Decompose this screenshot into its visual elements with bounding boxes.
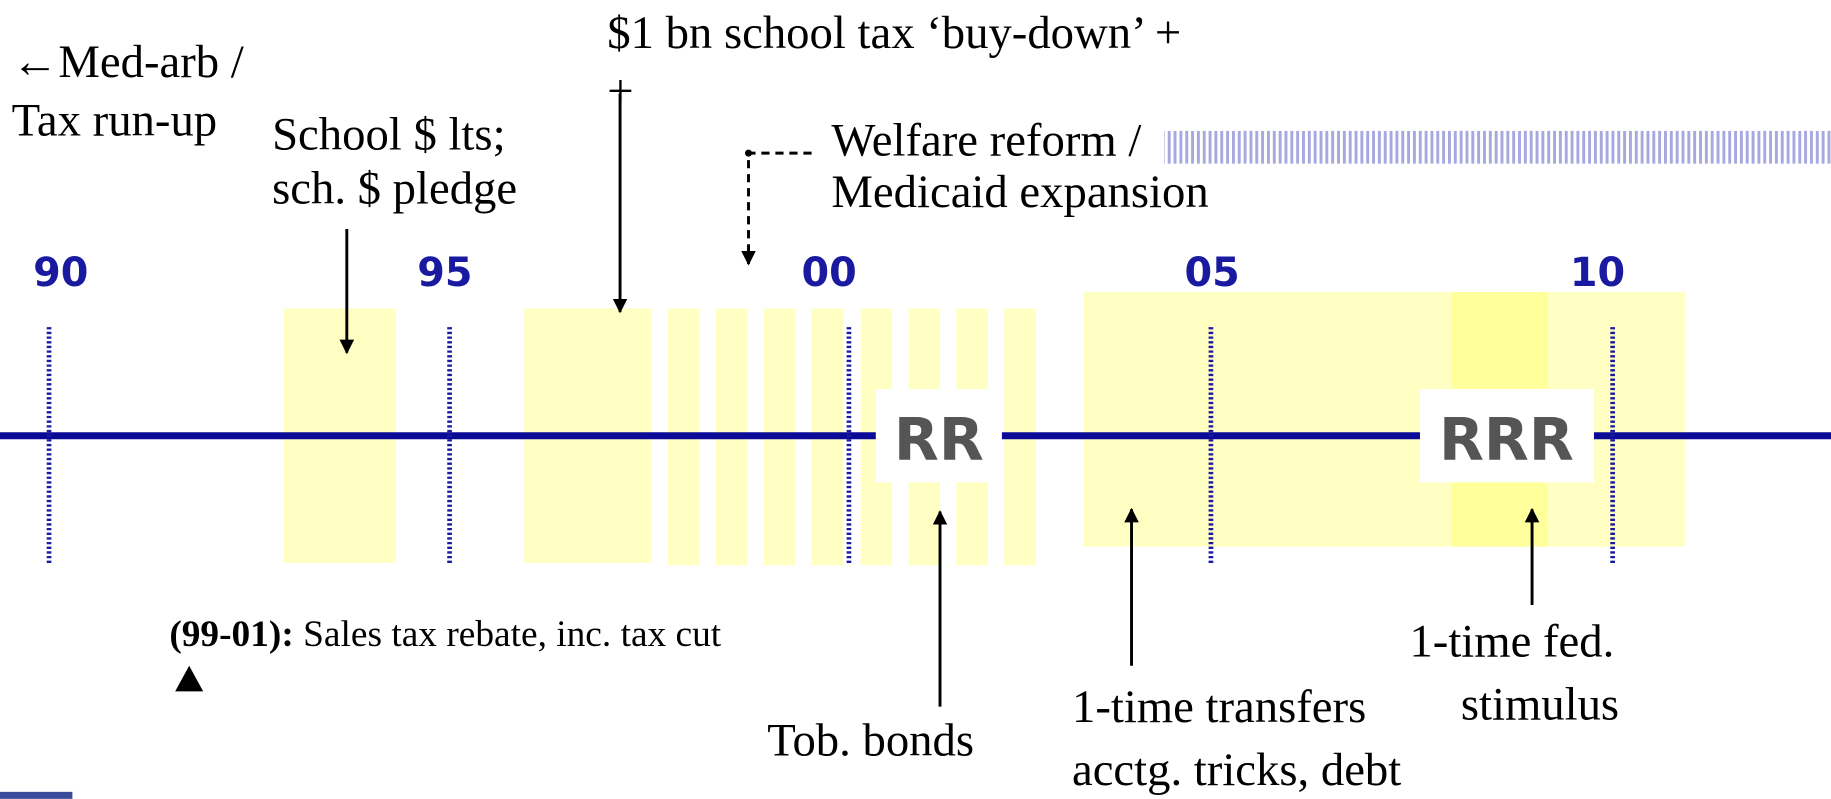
box-label: RR: [894, 406, 984, 474]
annotation: Welfare reform /: [831, 114, 1141, 166]
footnote-text: Sales tax rebate, inc. tax cut: [303, 614, 722, 655]
box: [875, 388, 1002, 483]
annotation: Tob. bonds: [767, 715, 974, 767]
annotation: sch. $ pledge: [272, 162, 517, 214]
annotation: 1-time fed.: [1409, 615, 1614, 667]
year-label: 90: [33, 250, 88, 296]
box: [1419, 388, 1594, 483]
annotation: ←Med-arb /: [12, 36, 244, 88]
annotation: stimulus: [1461, 678, 1619, 730]
dot: [745, 149, 753, 157]
year-label: 10: [1570, 250, 1625, 296]
annotation: Medicaid expansion: [831, 166, 1208, 218]
dashed-arrow: [741, 151, 812, 266]
footnote-bold: (99-01):: [169, 614, 293, 655]
box-label: RRR: [1439, 406, 1574, 474]
annotation: $1 bn school tax ‘buy-down’ +: [607, 7, 1181, 59]
footnote: (99-01): Sales tax rebate, inc. tax cut: [169, 614, 721, 655]
year-label: 00: [801, 250, 856, 296]
annotation: Tax run-up: [12, 95, 217, 147]
triangle: [175, 665, 204, 692]
year-label: 05: [1184, 250, 1239, 296]
band: [1083, 292, 1686, 547]
annotation: 1-time transfers: [1072, 681, 1366, 733]
year-label: 95: [417, 250, 472, 296]
arrows: [339, 93, 1540, 707]
corner-bar: [0, 791, 73, 799]
annotation: acctg. tricks, debt: [1072, 744, 1401, 796]
annotation: School $ lts;: [272, 109, 505, 161]
hatched-bar: [1164, 130, 1831, 164]
year-ticks: [46, 327, 1615, 563]
